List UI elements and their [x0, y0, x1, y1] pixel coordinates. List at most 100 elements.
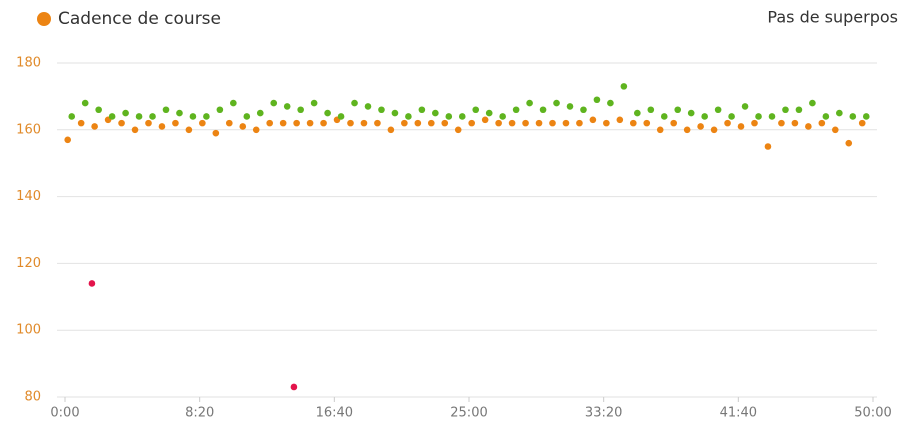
x-tick-label: 50:00	[854, 406, 891, 421]
point	[589, 116, 597, 124]
point	[135, 113, 143, 120]
point	[149, 113, 156, 120]
point	[391, 109, 399, 117]
point	[862, 113, 870, 120]
point	[445, 113, 453, 120]
point	[809, 99, 816, 107]
point	[432, 109, 439, 117]
point	[697, 123, 704, 130]
point	[710, 126, 718, 134]
point	[603, 119, 610, 127]
point	[737, 123, 745, 130]
point	[283, 103, 291, 110]
point	[508, 119, 516, 127]
point	[643, 119, 651, 127]
point	[831, 126, 839, 134]
point	[212, 129, 220, 137]
point	[290, 383, 298, 391]
point	[656, 126, 664, 134]
point	[91, 123, 98, 130]
point	[162, 106, 170, 114]
point	[95, 106, 102, 114]
toggle-label[interactable]: Pas de superpos	[767, 8, 898, 27]
point	[629, 119, 637, 127]
point	[185, 126, 193, 134]
x-tick-label: 41:40	[720, 406, 757, 421]
point	[634, 109, 641, 117]
point	[405, 113, 412, 120]
point	[620, 83, 628, 90]
point	[670, 119, 677, 127]
point	[782, 106, 789, 114]
point	[279, 119, 287, 127]
y-tick-label: 160	[16, 122, 41, 137]
x-tick-label: 16:40	[316, 406, 353, 421]
point	[347, 119, 354, 127]
point	[158, 123, 166, 130]
point	[728, 113, 735, 120]
point	[351, 99, 358, 107]
point	[243, 113, 251, 120]
point	[687, 109, 695, 117]
point	[310, 99, 318, 107]
point	[512, 106, 520, 114]
point	[576, 119, 583, 127]
point	[118, 119, 125, 127]
point	[674, 106, 682, 114]
point	[387, 126, 395, 134]
point	[858, 119, 866, 127]
point	[755, 113, 762, 120]
point	[616, 116, 624, 124]
point	[778, 119, 785, 127]
point	[522, 119, 529, 127]
point	[427, 119, 435, 127]
point	[122, 109, 129, 117]
point	[751, 119, 758, 127]
y-tick-label: 180	[16, 56, 41, 71]
point	[77, 119, 85, 127]
point	[481, 116, 489, 124]
point	[499, 113, 506, 120]
x-tick-label: 8:20	[185, 406, 214, 421]
point	[364, 103, 372, 110]
point	[337, 113, 345, 120]
point	[306, 119, 314, 127]
point	[647, 106, 655, 114]
legend-marker	[37, 12, 51, 26]
point	[714, 106, 722, 114]
point	[468, 119, 475, 127]
point	[795, 106, 803, 114]
point	[68, 113, 76, 120]
point	[724, 119, 731, 127]
point	[441, 119, 449, 127]
x-tick-label: 33:20	[585, 406, 622, 421]
point	[189, 113, 197, 120]
point	[270, 99, 278, 107]
x-tick-label: 25:00	[450, 406, 487, 421]
point	[374, 119, 381, 127]
point	[764, 143, 772, 150]
point	[239, 123, 247, 130]
point	[701, 113, 708, 120]
point	[414, 119, 422, 127]
legend-label: Cadence de course	[58, 9, 221, 29]
point	[845, 139, 853, 147]
point	[791, 119, 799, 127]
point	[131, 126, 139, 134]
point	[836, 109, 843, 117]
point	[256, 109, 264, 117]
point	[485, 109, 493, 117]
point	[64, 136, 71, 144]
point	[203, 113, 210, 120]
y-tick-label: 140	[16, 189, 41, 204]
point	[566, 103, 574, 110]
point	[266, 119, 273, 127]
point	[683, 126, 691, 134]
point	[378, 106, 385, 114]
point	[593, 96, 601, 104]
point	[818, 119, 826, 127]
point	[172, 119, 179, 127]
point	[401, 119, 408, 127]
point	[660, 113, 668, 120]
